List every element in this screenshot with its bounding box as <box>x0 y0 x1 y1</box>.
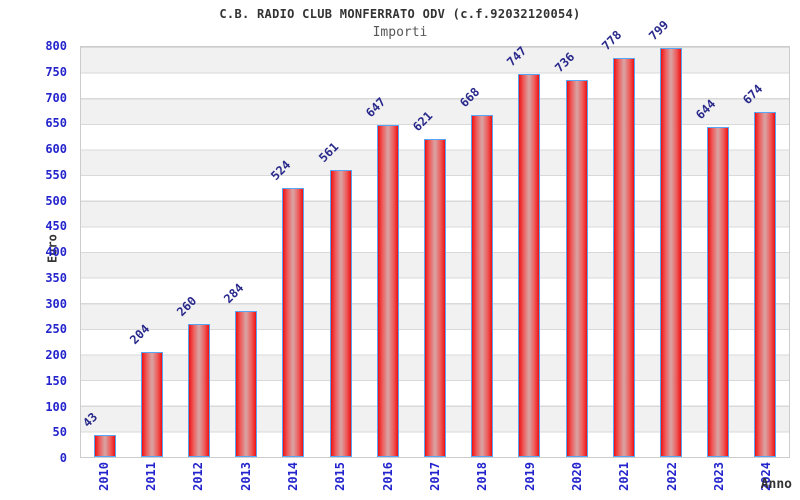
bar-2014 <box>282 188 305 457</box>
x-tick-2021: 2021 <box>601 462 648 498</box>
x-tick-2010: 2010 <box>80 462 127 498</box>
chart-title: C.B. RADIO CLUB MONFERRATO ODV (c.f.9203… <box>219 7 581 21</box>
bar-slot-2020: 736 <box>551 47 600 457</box>
x-tick-label: 2016 <box>380 462 395 491</box>
x-tick-label: 2021 <box>617 462 632 491</box>
bar-slot-2017: 621 <box>410 47 458 457</box>
x-tick-label: 2019 <box>522 462 537 491</box>
x-tick-2012: 2012 <box>175 462 222 498</box>
x-tick-2015: 2015 <box>317 462 364 498</box>
x-tick-label: 2012 <box>191 462 206 491</box>
bar-value-label-2014: 524 <box>268 158 294 184</box>
x-tick-label: 2015 <box>333 462 348 491</box>
bar-2011 <box>140 352 163 457</box>
x-tick-2017: 2017 <box>411 462 458 498</box>
bar-2022 <box>660 47 683 457</box>
bar-slot-2015: 561 <box>315 47 364 457</box>
bar-slot-2016: 647 <box>362 47 411 457</box>
bar-value-label-2017: 621 <box>410 108 436 134</box>
y-tick-450: 450 <box>45 219 67 234</box>
x-tick-label: 2023 <box>711 462 726 491</box>
bar-2010 <box>93 434 116 457</box>
y-tick-250: 250 <box>45 322 67 337</box>
y-tick-300: 300 <box>45 296 67 311</box>
chart-subtitle: Importi <box>372 25 428 40</box>
y-tick-500: 500 <box>45 193 67 208</box>
bar-slot-2023: 644 <box>693 47 742 457</box>
x-tick-label: 2020 <box>569 462 584 491</box>
bar-slot-2011: 204 <box>126 47 175 457</box>
bar-value-label-2016: 647 <box>362 95 389 121</box>
x-tick-label: 2013 <box>238 462 253 491</box>
bar-slot-2018: 668 <box>457 47 506 457</box>
bar-value-label-2019: 747 <box>504 43 530 70</box>
bar-value-label-2013: 284 <box>221 281 247 307</box>
x-tick-2023: 2023 <box>695 462 742 498</box>
y-tick-800: 800 <box>45 39 67 53</box>
bar-slot-2014: 524 <box>268 47 317 457</box>
y-tick-400: 400 <box>45 245 67 259</box>
bar-2020 <box>565 79 588 457</box>
bar-value-label-2024: 674 <box>740 81 766 107</box>
bar-value-label-2010: 43 <box>79 409 100 430</box>
bar-2015 <box>329 169 352 457</box>
bar-2019 <box>518 74 541 457</box>
y-tick-550: 550 <box>45 167 67 182</box>
y-tick-650: 650 <box>45 116 67 131</box>
bar-slot-2013: 284 <box>221 47 270 457</box>
bar-2021 <box>612 58 635 457</box>
x-tick-2022: 2022 <box>648 462 695 498</box>
x-tick-2013: 2013 <box>222 462 269 498</box>
bar-slot-2019: 747 <box>504 43 553 457</box>
bar-slot-2010: 43 <box>79 47 128 457</box>
bar-value-label-2012: 260 <box>174 293 200 319</box>
bar-value-label-2020: 736 <box>551 49 577 75</box>
x-tick-2014: 2014 <box>269 462 316 498</box>
y-tick-100: 100 <box>45 399 67 414</box>
y-tick-200: 200 <box>45 348 67 362</box>
bar-value-label-2023: 644 <box>693 96 719 122</box>
bar-2013 <box>235 311 258 457</box>
x-axis-title: Anno <box>760 477 792 492</box>
x-tick-label: 2022 <box>664 462 679 491</box>
bar-2016 <box>376 125 399 457</box>
y-tick-50: 50 <box>52 425 67 440</box>
x-tick-2011: 2011 <box>127 462 174 498</box>
bar-slot-2024: 674 <box>740 47 789 457</box>
bar-2018 <box>471 114 494 457</box>
x-tick-2019: 2019 <box>506 462 553 498</box>
bar-value-label-2011: 204 <box>126 322 153 348</box>
y-tick-600: 600 <box>45 142 67 156</box>
x-axis: 2010 2011 2012 2013 2014 2015 2016 2017 2018 2019… <box>80 462 790 498</box>
x-tick-label: 2010 <box>96 462 111 491</box>
x-tick-label: 2017 <box>427 462 442 491</box>
x-tick-label: 2014 <box>285 462 300 491</box>
plot-area: 43 204 260 284 524 561 647 621 668 747 736 778 799 64… <box>79 17 790 458</box>
x-tick-2016: 2016 <box>364 462 411 498</box>
y-axis: 0 50 100 150 200 250 300 350 400 450 500 550 600 650 7… <box>0 39 73 465</box>
bar-2023 <box>707 126 730 457</box>
bar-slot-2022: 799 <box>646 17 694 457</box>
x-tick-label: 2011 <box>143 462 158 491</box>
x-tick-label: 2018 <box>475 462 490 491</box>
x-tick-2018: 2018 <box>459 462 506 498</box>
x-tick-2020: 2020 <box>553 462 600 498</box>
bar-slot-2012: 260 <box>174 47 222 457</box>
y-tick-0: 0 <box>59 451 67 465</box>
y-tick-750: 750 <box>45 64 67 79</box>
bar-2012 <box>188 323 210 457</box>
y-tick-350: 350 <box>45 270 67 285</box>
y-tick-150: 150 <box>45 373 67 388</box>
bar-value-label-2015: 561 <box>315 139 341 165</box>
y-tick-700: 700 <box>45 90 67 105</box>
bar-slot-2021: 778 <box>599 28 647 457</box>
bar-value-label-2018: 668 <box>457 84 483 110</box>
bar-2024 <box>754 111 777 457</box>
bar-2017 <box>424 138 447 457</box>
